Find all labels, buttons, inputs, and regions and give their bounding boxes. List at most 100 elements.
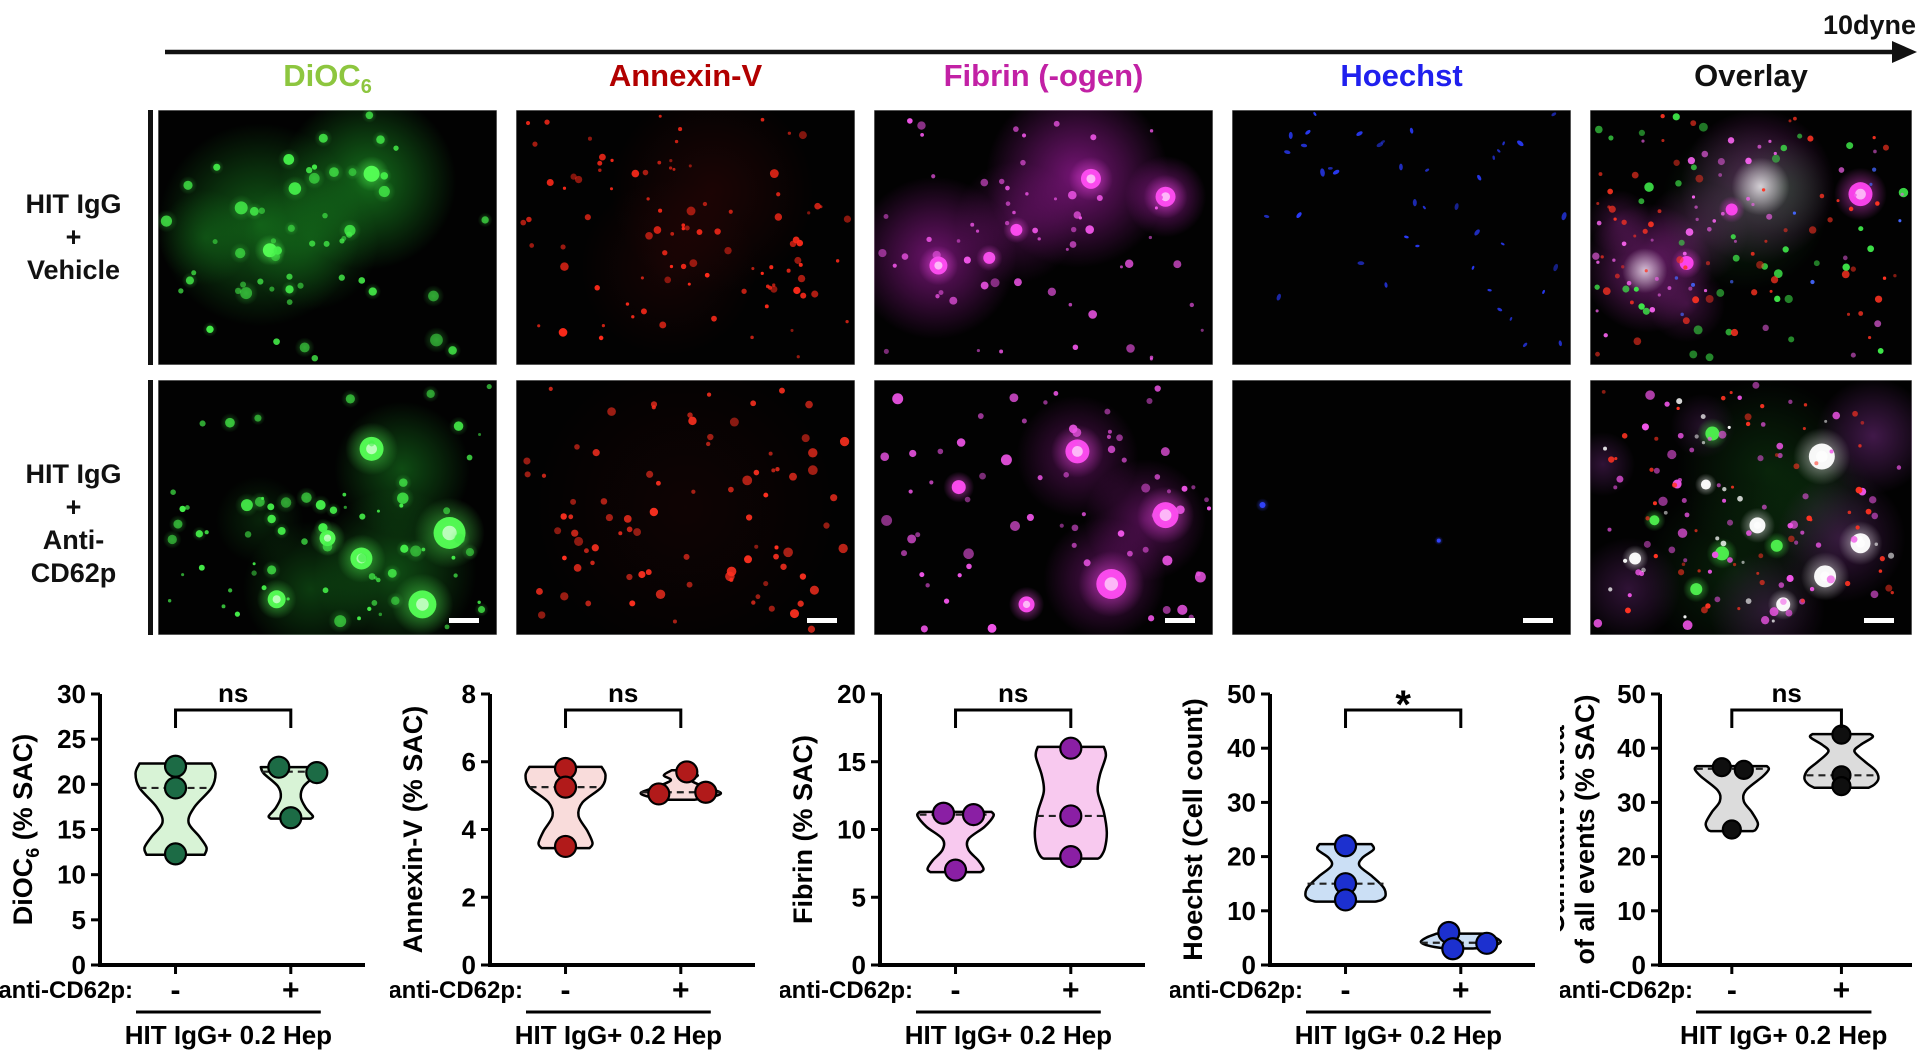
data-point xyxy=(961,802,986,827)
fluorescence-dot xyxy=(1867,245,1875,253)
fluorescence-dot xyxy=(599,153,606,161)
fluorescence-dot xyxy=(990,278,1000,288)
fluorescence-dot xyxy=(1658,496,1668,506)
x-axis-label: anti-CD62p: xyxy=(780,977,913,1004)
fluorescence-dot xyxy=(789,472,797,481)
fluorescence-dot xyxy=(1633,337,1642,346)
fluorescence-dot xyxy=(560,244,566,250)
significance-bracket xyxy=(174,708,293,728)
fluorescence-dot xyxy=(1633,234,1637,238)
fluorescence-dot xyxy=(1607,527,1612,532)
fluorescence-dot xyxy=(1621,433,1628,439)
fluorescence-dot xyxy=(1813,260,1820,267)
fluorescence-dot xyxy=(280,497,292,508)
fluorescence-dot xyxy=(1689,350,1698,359)
fluorescence-dot xyxy=(1751,289,1758,296)
fluorescence-dot xyxy=(301,538,308,545)
y-tick-label: 10 xyxy=(57,860,86,890)
fluorescence-dot xyxy=(1603,446,1608,451)
fluorescence-dot xyxy=(1786,574,1794,583)
fluorescence-dot xyxy=(976,348,981,353)
fluorescence-dot xyxy=(1612,258,1616,262)
fluorescence-dot xyxy=(1068,424,1078,434)
fluorescence-dot xyxy=(1677,528,1688,538)
fluorescence-dot xyxy=(1667,449,1677,460)
nucleus-dot xyxy=(1492,155,1495,160)
fluorescence-dot xyxy=(185,505,190,510)
fluorescence-dot xyxy=(770,285,778,293)
fluorescence-dot xyxy=(554,527,562,535)
fluorescence-dot xyxy=(1873,149,1877,154)
fluorescence-dot xyxy=(745,514,753,521)
fluorescence-dot xyxy=(626,526,633,533)
column-header-dioc6: DiOC6 xyxy=(158,58,497,98)
fluorescence-dot xyxy=(322,587,329,594)
fluorescence-dot xyxy=(261,496,265,500)
fluorescence-dot xyxy=(640,308,647,315)
fluorescence-dot xyxy=(1596,201,1600,205)
fluorescence-blob xyxy=(1010,223,1023,236)
fluorescence-dot xyxy=(932,250,941,260)
fluorescence-dot xyxy=(645,569,652,576)
fluorescence-dot xyxy=(199,420,206,427)
column-header-annexin-v: Annexin-V xyxy=(608,58,763,93)
fluorescence-dot xyxy=(1020,159,1026,166)
group-label: - xyxy=(561,974,571,1007)
fluorescence-dot xyxy=(1596,220,1602,226)
group-label: + xyxy=(1062,974,1080,1007)
nucleus-dot xyxy=(1399,163,1403,171)
fluorescence-dot xyxy=(1107,429,1112,434)
fluorescence-dot xyxy=(1072,344,1079,351)
fluorescence-dot xyxy=(672,167,676,171)
fluorescence-dot xyxy=(835,259,840,263)
fluorescence-dot xyxy=(1683,615,1687,619)
fluorescence-dot xyxy=(1674,276,1679,280)
nucleus-dot xyxy=(1422,205,1426,210)
fluorescence-dot xyxy=(1879,556,1885,562)
fluorescence-dot xyxy=(1021,133,1027,138)
fluorescence-dot xyxy=(358,277,366,284)
group-footer: HIT IgG+ 0.2 Hep xyxy=(1680,1020,1887,1050)
fluorescence-dot xyxy=(789,609,800,619)
fluorescence-dot xyxy=(1071,524,1079,532)
fluorescence-dot xyxy=(1722,487,1727,492)
fluorescence-dot xyxy=(655,480,661,486)
nucleus-dot xyxy=(1517,140,1524,147)
data-point xyxy=(305,760,329,785)
fluorescence-dot xyxy=(600,498,608,505)
fluorescence-dot xyxy=(1650,238,1654,242)
fluorescence-dot xyxy=(1808,226,1817,234)
fluorescence-dot xyxy=(797,274,806,283)
fluorescence-dot xyxy=(267,514,276,524)
fluorescence-dot xyxy=(1878,569,1883,573)
fluorescence-dot xyxy=(1847,510,1852,515)
row-divider-bar-anticd62p xyxy=(148,380,153,635)
significance-bracket xyxy=(1730,708,1843,728)
fluorescence-dot xyxy=(380,172,388,180)
fluorescence-dot xyxy=(1732,562,1737,567)
fluorescence-dot xyxy=(481,216,489,224)
fluorescence-dot xyxy=(1160,447,1170,457)
fluorescence-dot xyxy=(1756,260,1764,269)
fluorescence-dot xyxy=(267,565,277,575)
fluorescence-blob-core xyxy=(1753,521,1762,529)
fluorescence-dot xyxy=(1750,251,1755,256)
fluorescence-dot xyxy=(1053,391,1059,396)
fluorescence-dot xyxy=(670,231,675,236)
fluorescence-dot xyxy=(301,492,312,503)
fluorescence-dot xyxy=(1149,355,1154,360)
fluorescence-dot-glow xyxy=(249,633,260,635)
fluorescence-dot xyxy=(1789,520,1799,529)
fluorescence-dot xyxy=(1660,113,1665,119)
fluorescence-dot xyxy=(1777,452,1783,459)
fluorescence-dot xyxy=(308,172,320,184)
nucleus-dot xyxy=(1263,214,1270,219)
group-label: + xyxy=(282,974,300,1007)
fluorescence-dot xyxy=(1106,434,1112,439)
group-label: - xyxy=(951,974,961,1007)
fluorescence-dot xyxy=(1645,516,1650,521)
fluorescence-dot xyxy=(466,454,473,461)
scale-bar xyxy=(807,618,837,623)
fluorescence-dot xyxy=(1107,445,1116,454)
y-axis-label: Annexin-V (% SAC) xyxy=(398,706,428,954)
